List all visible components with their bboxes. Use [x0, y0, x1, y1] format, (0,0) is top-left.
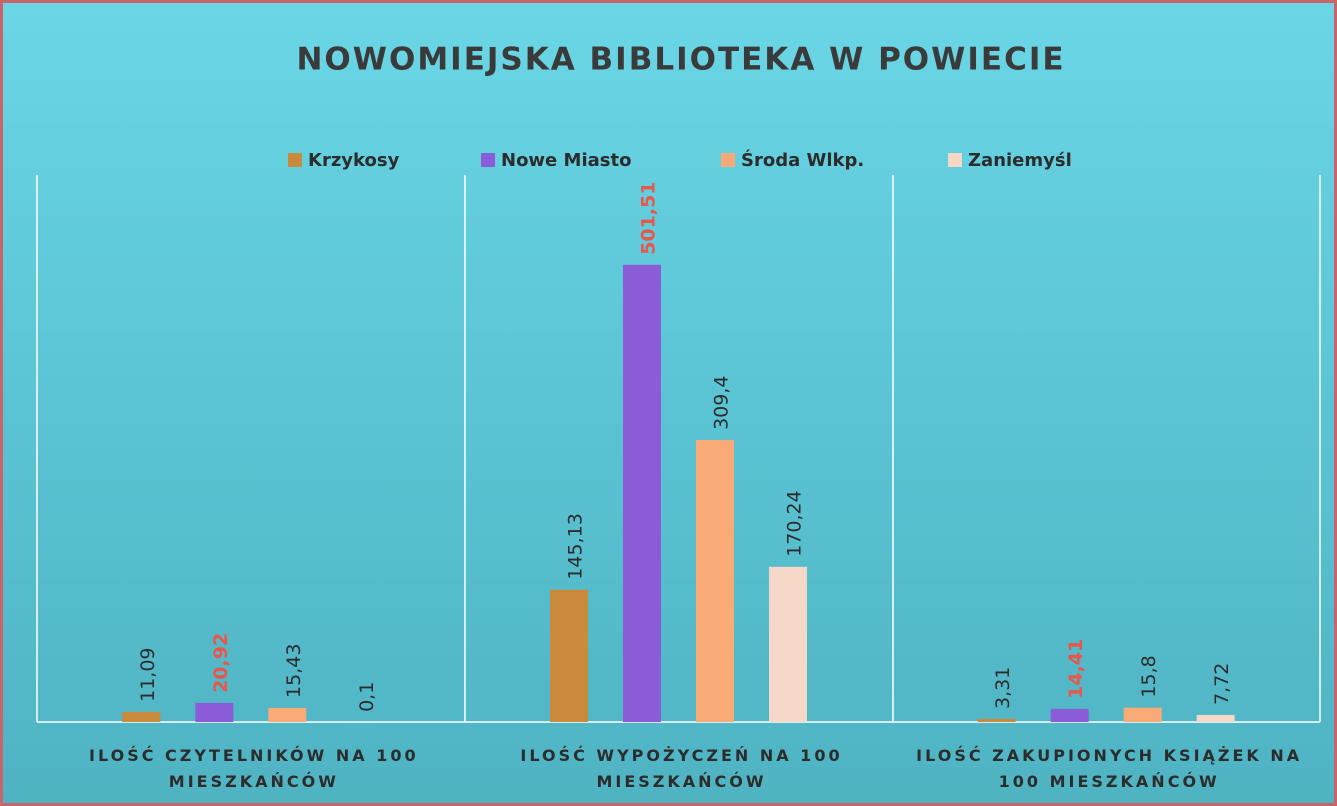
value-label: 145,13 — [565, 513, 587, 579]
x-tick-label: ILOŚĆ WYPOŻYCZEŃ NA 100 MIESZKAŃCÓW — [520, 746, 843, 791]
bar — [696, 439, 734, 722]
frame — [36, 175, 1321, 723]
legend-label: Krzykosy — [308, 150, 400, 171]
x-tick-label: ILOŚĆ CZYTELNIKÓW NA 100 MIESZKAŃCÓW — [89, 746, 419, 791]
legend-swatch — [948, 153, 962, 167]
bar — [550, 589, 588, 722]
bar — [769, 566, 807, 722]
bar — [1196, 714, 1235, 722]
bar — [1123, 707, 1162, 722]
chart-title: NOWOMIEJSKA BIBLIOTEKA W POWIECIE — [296, 42, 1065, 78]
value-label: 7,72 — [1211, 663, 1233, 705]
bar — [122, 711, 161, 722]
value-label: 501,51 — [638, 181, 660, 254]
value-label: 15,43 — [283, 644, 305, 698]
bar — [268, 707, 307, 722]
bar — [1050, 708, 1089, 722]
legend-label: Zaniemyśl — [968, 150, 1072, 171]
bar — [623, 264, 661, 722]
x-tick-label: ILOŚĆ ZAKUPIONYCH KSIĄŻEK NA 100 MIESZKA… — [916, 746, 1303, 791]
value-label: 11,09 — [137, 647, 159, 701]
value-label: 15,8 — [1138, 655, 1160, 697]
bar — [977, 718, 1016, 722]
bar — [195, 702, 234, 722]
legend-swatch — [721, 153, 735, 167]
legend-label: Nowe Miasto — [501, 150, 631, 171]
value-label: 20,92 — [210, 633, 232, 693]
legend-swatch — [288, 153, 302, 167]
legend-label: Środa Wlkp. — [741, 149, 864, 171]
value-label: 170,24 — [784, 490, 806, 556]
value-label: 309,4 — [711, 376, 733, 430]
chart-svg: NOWOMIEJSKA BIBLIOTEKA W POWIECIE Krzyko… — [36, 42, 1321, 723]
value-label: 3,31 — [992, 667, 1014, 709]
value-label: 14,41 — [1065, 639, 1087, 699]
value-label: 0,1 — [356, 682, 378, 712]
legend-swatch — [481, 153, 495, 167]
